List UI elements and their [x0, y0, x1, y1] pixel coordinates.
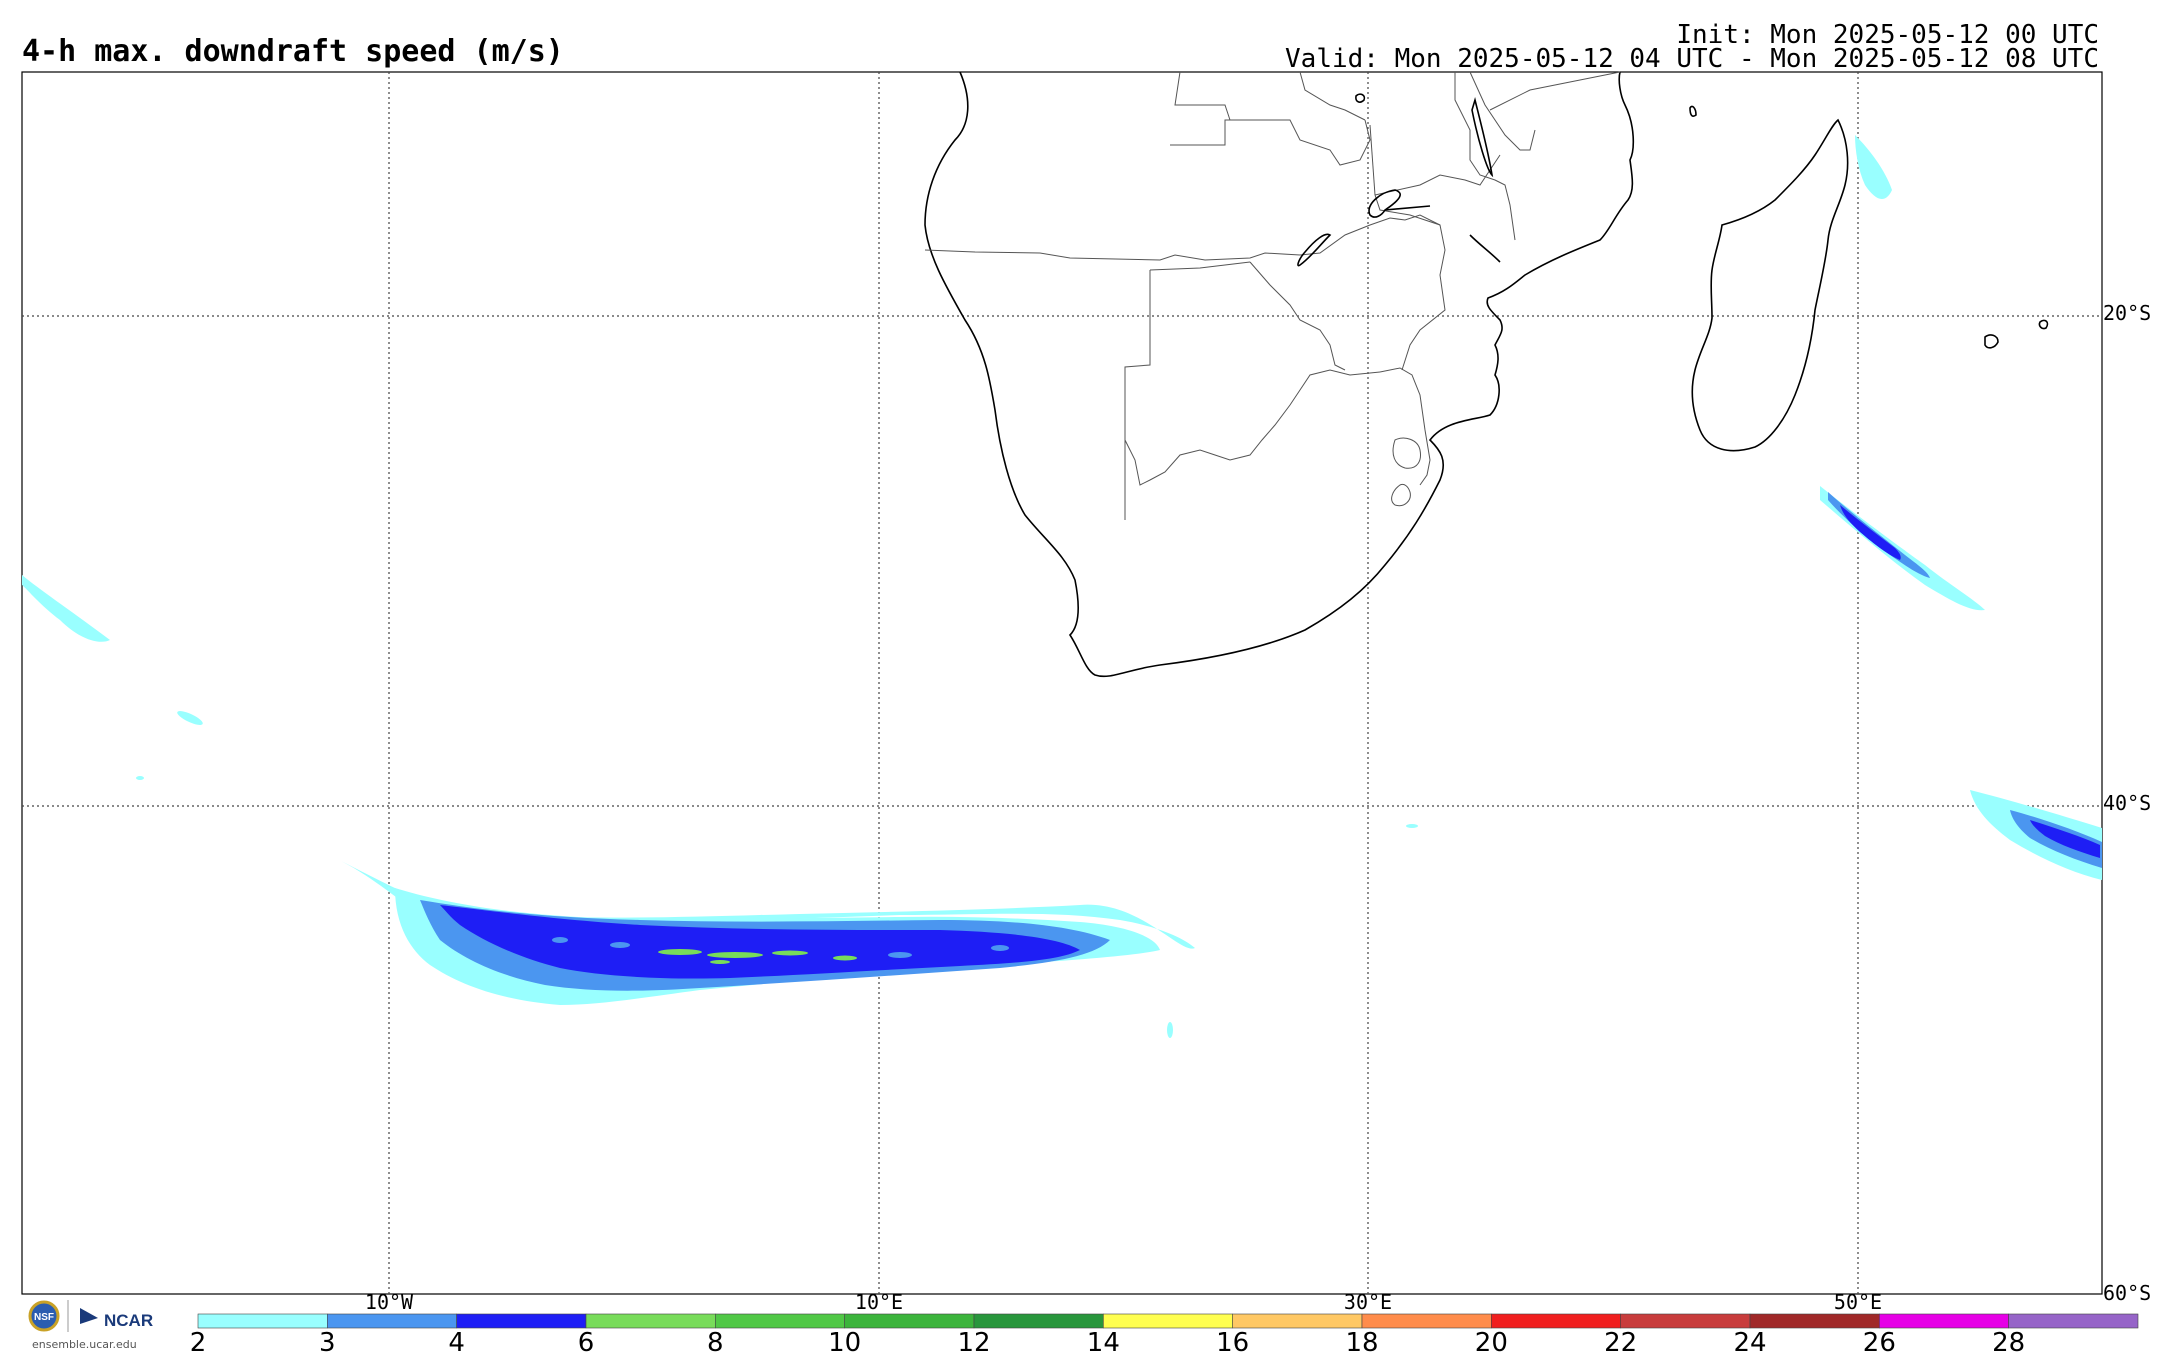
colorbar-tick-label: 28: [1992, 1328, 2026, 1358]
colorbar-swatch: [197, 1313, 328, 1329]
colorbar-swatch: [1620, 1313, 1751, 1329]
downdraft-band-south: [335, 858, 1195, 1005]
madagascar-outline: [1355, 93, 2049, 452]
colorbar-tick-label: 12: [957, 1328, 991, 1358]
colorbar-swatch: [456, 1313, 587, 1329]
colorbar-tick-label: 3: [319, 1328, 336, 1358]
graticule: [22, 72, 2102, 1294]
colorbar-swatch: [1232, 1313, 1363, 1329]
logo-url: ensemble.ucar.edu: [32, 1338, 137, 1351]
init-time: Init: Mon 2025-05-12 00 UTC: [1676, 20, 2099, 50]
colorbar-swatch: [1103, 1313, 1233, 1329]
lon-label-50e: 50°E: [1834, 1290, 1882, 1314]
colorbar-tick-label: 10: [828, 1328, 862, 1358]
colorbar-swatch: [1749, 1313, 1880, 1329]
colorbar-swatch: [327, 1313, 457, 1329]
lon-label-10w: 10°W: [365, 1290, 414, 1314]
country-borders: [924, 71, 1621, 520]
colorbar-tick-label: 4: [448, 1328, 465, 1358]
colorbar-tick-label: 26: [1862, 1328, 1896, 1358]
lakes: [1297, 96, 1501, 267]
colorbar-swatch: [715, 1313, 845, 1329]
lon-label-10e: 10°E: [855, 1290, 903, 1314]
colorbar-tick-label: 18: [1345, 1328, 1379, 1358]
colorbar-swatch: [1491, 1313, 1621, 1329]
lon-label-30e: 30°E: [1344, 1290, 1392, 1314]
colorbar-swatch: [585, 1313, 716, 1329]
colorbar-tick-label: 24: [1733, 1328, 1767, 1358]
colorbar-tick-label: 20: [1474, 1328, 1508, 1358]
colorbar: [197, 1313, 2139, 1329]
colorbar-tick-label: 8: [707, 1328, 724, 1358]
colorbar-tick-label: 6: [577, 1328, 595, 1358]
colorbar-swatch: [1879, 1313, 2009, 1329]
colorbar-swatch: [2008, 1313, 2139, 1329]
downdraft-scatter-west: [22, 575, 1418, 1038]
downdraft-band-east: [1820, 135, 2102, 880]
colorbar-tick-label: 16: [1216, 1328, 1250, 1358]
coastline-africa: [924, 71, 1635, 678]
colorbar-tick-label: 14: [1086, 1328, 1120, 1358]
lat-label-20s: 20°S: [2103, 301, 2151, 325]
lat-label-60s: 60°S: [2103, 1281, 2151, 1305]
colorbar-swatch: [973, 1313, 1104, 1329]
colorbar-swatch: [1361, 1313, 1492, 1329]
ncar-logo-text: NCAR: [104, 1311, 154, 1330]
colorbar-swatch: [844, 1313, 975, 1329]
page-title: 4-h max. downdraft speed (m/s): [22, 34, 564, 69]
colorbar-tick-label: 22: [1604, 1328, 1638, 1358]
ncar-logo-mark: [80, 1308, 98, 1324]
nsf-logo: NSF: [28, 1300, 69, 1332]
colorbar-tick-label: 2: [189, 1328, 207, 1358]
svg-text:NSF: NSF: [34, 1312, 54, 1323]
map-frame: [21, 71, 2103, 1295]
valid-time: Valid: Mon 2025-05-12 04 UTC - Mon 2025-…: [1285, 44, 2099, 74]
lat-label-40s: 40°S: [2103, 791, 2151, 815]
